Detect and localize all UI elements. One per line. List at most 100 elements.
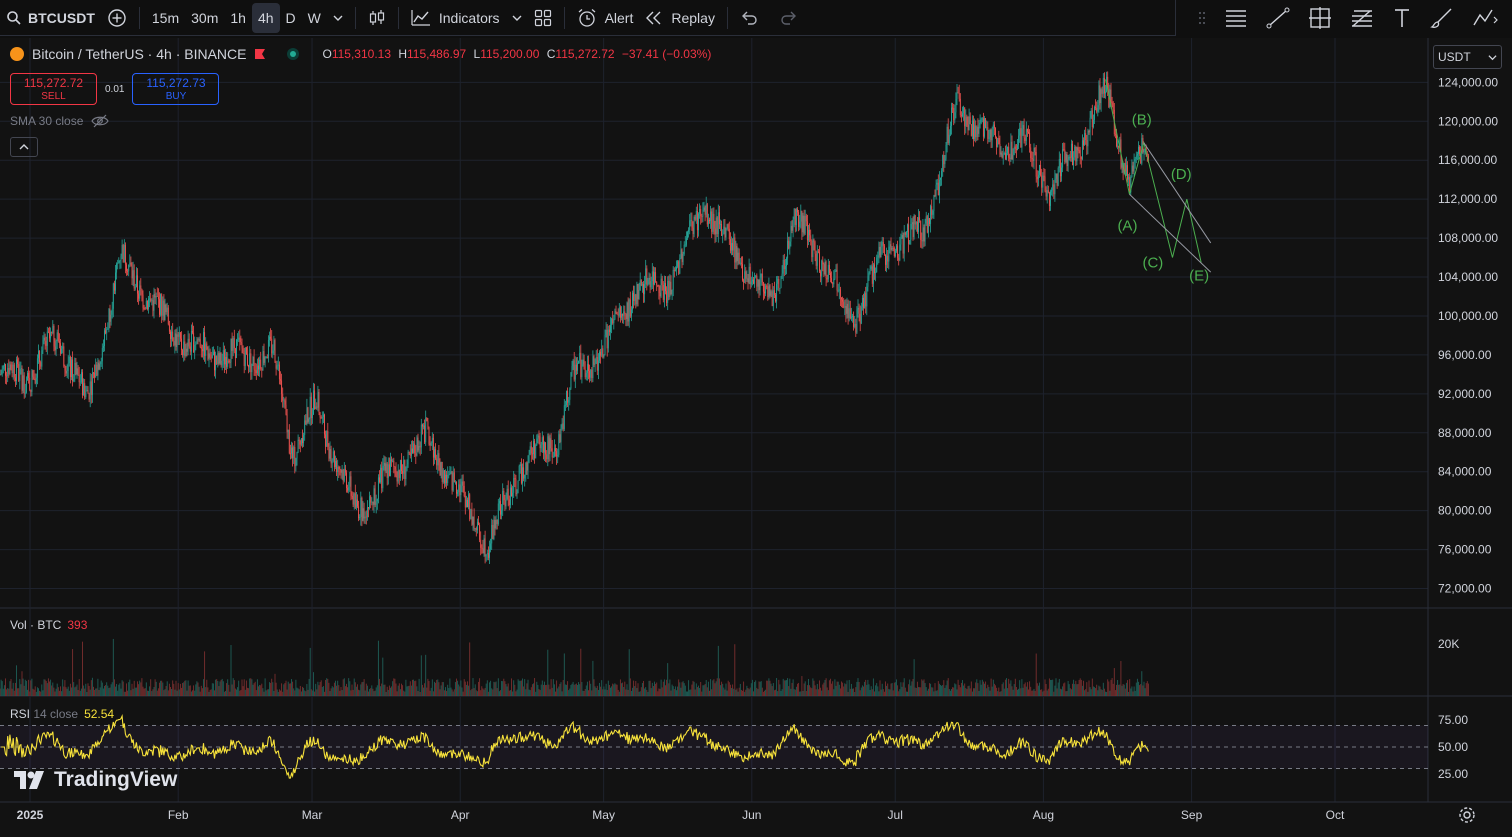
buy-price: 115,272.73: [146, 76, 206, 90]
volume-bar: [57, 687, 59, 696]
fib-retracement-icon[interactable]: [1350, 7, 1374, 29]
volume-bar: [707, 681, 709, 696]
price-chart[interactable]: (A)(B)(C)(D)(E) 124,000.00120,000.00116,…: [0, 38, 1512, 837]
candle-body: [167, 307, 169, 325]
candle-body: [12, 364, 14, 374]
gear-icon[interactable]: [1458, 806, 1476, 824]
sell-button[interactable]: 115,272.72 SELL: [10, 73, 97, 105]
candle-body: [769, 285, 771, 296]
horizontal-lines-icon[interactable]: [1224, 7, 1248, 29]
pattern-tool-icon[interactable]: [1472, 7, 1500, 29]
timeframe-1h[interactable]: 1h: [230, 9, 246, 26]
volume-bar: [572, 681, 574, 696]
volume-bar: [801, 676, 803, 696]
layouts-button[interactable]: [528, 3, 558, 33]
volume-bar: [111, 682, 113, 696]
candle-body: [123, 244, 125, 263]
candle-body: [671, 289, 673, 295]
volume-bar: [954, 683, 956, 696]
candle-body: [702, 209, 704, 217]
volume-bar: [194, 690, 196, 696]
candle-body: [998, 138, 1000, 144]
volume-bar: [270, 682, 272, 696]
candle-body: [460, 485, 462, 496]
volume-bar: [448, 688, 450, 696]
replay-button[interactable]: Replay: [639, 3, 721, 33]
rsi-legend[interactable]: RSI 14 close 52.54: [10, 707, 114, 721]
volume-bar: [98, 689, 100, 696]
indicators-dropdown[interactable]: [506, 3, 528, 33]
timeframe-d[interactable]: D: [285, 9, 296, 26]
volume-bar: [920, 687, 922, 696]
volume-bar: [753, 691, 754, 696]
volume-bar: [592, 660, 594, 696]
volume-bar: [601, 680, 603, 696]
indicators-icon: [411, 9, 430, 26]
volume-bar: [402, 685, 404, 696]
volume-bar: [368, 691, 369, 696]
volume-bar: [792, 679, 794, 696]
candle-body: [344, 468, 346, 473]
candle-body: [542, 437, 544, 453]
volume-bar: [438, 682, 440, 696]
candle-body: [481, 547, 483, 549]
text-tool-icon[interactable]: [1392, 7, 1412, 29]
candle-body: [482, 548, 484, 554]
volume-bar: [7, 688, 9, 696]
trend-line-icon[interactable]: [1266, 7, 1290, 29]
indicators-button[interactable]: Indicators: [405, 3, 506, 33]
drag-handle-icon[interactable]: [1198, 10, 1206, 26]
candle-body: [790, 225, 792, 242]
redo-button[interactable]: [774, 3, 804, 33]
timeframe-w[interactable]: W: [307, 9, 321, 26]
candle-body: [118, 260, 120, 263]
volume-bar: [526, 683, 528, 696]
volume-bar: [88, 685, 90, 696]
chevron-down-icon: [1488, 55, 1497, 61]
alert-button[interactable]: Alert: [571, 3, 640, 33]
sma-indicator-legend[interactable]: SMA 30 close: [10, 114, 110, 128]
compare-symbol-button[interactable]: [101, 3, 133, 33]
candle-body: [858, 307, 860, 314]
volume-bar: [245, 680, 247, 696]
volume-bar: [888, 688, 890, 696]
eye-hidden-icon[interactable]: [91, 114, 110, 128]
timeframe-30m[interactable]: 30m: [191, 9, 219, 26]
candle-body: [690, 220, 692, 221]
volume-bar: [1099, 686, 1101, 696]
currency-select[interactable]: USDT: [1433, 45, 1502, 69]
volume-bar: [1110, 679, 1112, 696]
candle-body: [223, 350, 225, 365]
candle-body: [520, 464, 522, 484]
timeframe-dropdown[interactable]: [327, 3, 349, 33]
candle-body: [20, 368, 22, 370]
undo-button[interactable]: [734, 3, 764, 33]
candle-body: [410, 448, 412, 456]
volume-bar: [597, 689, 599, 696]
candle-body: [639, 280, 641, 291]
chart-area[interactable]: (A) (B) (C) (D) (E) 124,000.00 120,000.00 116,…: [0, 38, 1512, 837]
brush-icon[interactable]: [1430, 7, 1454, 29]
volume-bar: [556, 680, 558, 696]
symbol-search-button[interactable]: BTCUSDT: [0, 3, 101, 33]
candle-body: [1070, 143, 1072, 158]
volume-legend[interactable]: Vol · BTC 393: [10, 618, 87, 632]
crosshair-frame-icon[interactable]: [1308, 7, 1332, 29]
collapse-legend-button[interactable]: [10, 137, 38, 157]
timeframe-15m[interactable]: 15m: [151, 9, 180, 26]
chart-type-button[interactable]: [362, 3, 392, 33]
buy-button[interactable]: 115,272.73 BUY: [132, 73, 220, 105]
chart-title[interactable]: Bitcoin / TetherUS · 4h · BINANCE: [32, 46, 247, 62]
candle-body: [981, 118, 983, 120]
candle-body: [1003, 152, 1005, 155]
volume-bar: [541, 680, 543, 696]
volume-bar: [214, 690, 215, 696]
volume-bar: [66, 688, 68, 696]
tradingview-logo[interactable]: TradingView: [14, 768, 177, 792]
candle-body: [137, 275, 138, 294]
timeframe-4h[interactable]: 4h: [251, 2, 280, 33]
candle-body: [365, 516, 367, 518]
volume-bar: [1109, 690, 1111, 696]
flag-icon[interactable]: [254, 48, 266, 60]
volume-bar: [64, 680, 66, 696]
